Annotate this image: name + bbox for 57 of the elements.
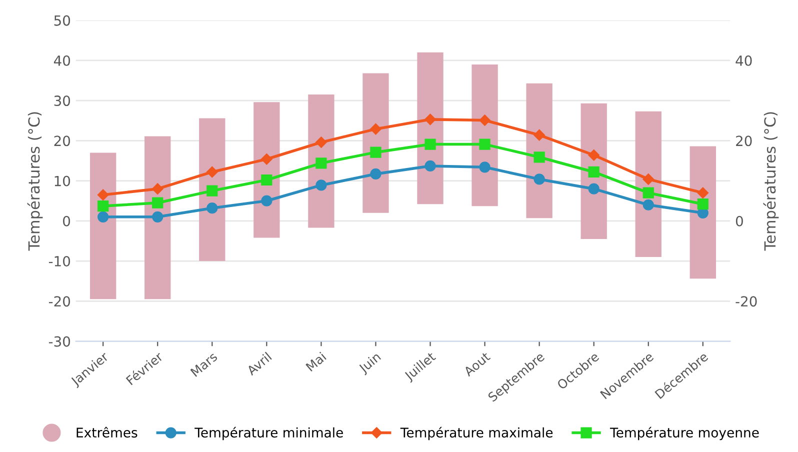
y2-axis-title: Températures (°C) — [763, 112, 779, 251]
legend-label: Température moyenne — [610, 426, 759, 440]
point — [152, 211, 164, 222]
point — [370, 168, 382, 180]
point — [261, 154, 272, 165]
legend-label: Température maximale — [400, 426, 553, 440]
point — [424, 160, 436, 172]
point — [206, 166, 218, 178]
y2-tick-label: -20 — [736, 296, 757, 307]
y-tick-label: 50 — [54, 15, 70, 26]
y-tick-label: -10 — [48, 256, 70, 267]
point — [697, 187, 709, 198]
y-tick-label: 0 — [63, 216, 70, 226]
legend-label: Extrêmes — [76, 426, 138, 438]
x-tick-label: Mai — [305, 352, 327, 372]
y2-tick-label: 0 — [736, 216, 743, 226]
point — [479, 114, 490, 126]
point — [697, 198, 708, 210]
point — [588, 166, 600, 178]
point — [479, 138, 490, 150]
y2-tick-label: 40 — [736, 55, 752, 66]
point — [479, 162, 490, 173]
point — [316, 180, 327, 191]
bar — [690, 146, 716, 279]
y-tick-label: -30 — [48, 336, 70, 347]
y-tick-label: 20 — [54, 136, 70, 146]
point — [316, 136, 327, 148]
point — [534, 129, 545, 141]
point — [588, 183, 600, 194]
y-tick-label: 40 — [54, 55, 70, 66]
point — [534, 152, 545, 163]
point — [316, 158, 327, 169]
point — [370, 123, 382, 135]
point — [97, 189, 109, 200]
point — [152, 183, 164, 194]
x-tick-label: Juin — [358, 352, 383, 376]
point — [98, 200, 109, 212]
point — [261, 174, 272, 186]
point — [370, 146, 382, 158]
point — [642, 187, 654, 198]
y2-tick-label: 20 — [736, 136, 752, 146]
point — [534, 174, 545, 185]
point — [261, 195, 272, 206]
point — [588, 150, 600, 161]
point — [152, 197, 164, 208]
point — [642, 174, 654, 185]
y-tick-label: 30 — [54, 96, 70, 106]
point — [424, 138, 436, 150]
point — [206, 202, 218, 214]
point — [98, 211, 109, 222]
y-tick-label: -20 — [48, 296, 70, 307]
legend-label: Température minimale — [194, 426, 343, 440]
point — [206, 185, 218, 196]
point — [424, 114, 436, 126]
y-axis-title: Températures (°C) — [27, 112, 43, 251]
y-tick-label: 10 — [54, 176, 70, 186]
point — [642, 199, 654, 210]
